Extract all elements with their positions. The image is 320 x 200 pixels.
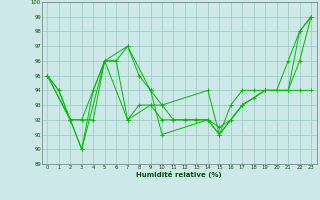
X-axis label: Humidité relative (%): Humidité relative (%) bbox=[136, 171, 222, 178]
